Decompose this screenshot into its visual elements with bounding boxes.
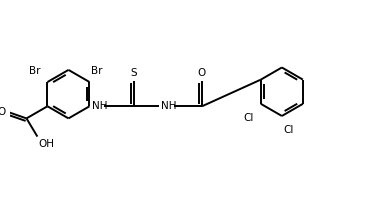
Text: S: S	[131, 68, 137, 78]
Text: Cl: Cl	[244, 113, 254, 123]
Text: NH: NH	[92, 101, 108, 111]
Text: Br: Br	[91, 66, 103, 76]
Text: O: O	[198, 68, 206, 78]
Text: OH: OH	[39, 140, 55, 149]
Text: NH: NH	[161, 101, 177, 111]
Text: Cl: Cl	[284, 125, 294, 135]
Text: O: O	[0, 107, 5, 117]
Text: Br: Br	[29, 66, 41, 76]
